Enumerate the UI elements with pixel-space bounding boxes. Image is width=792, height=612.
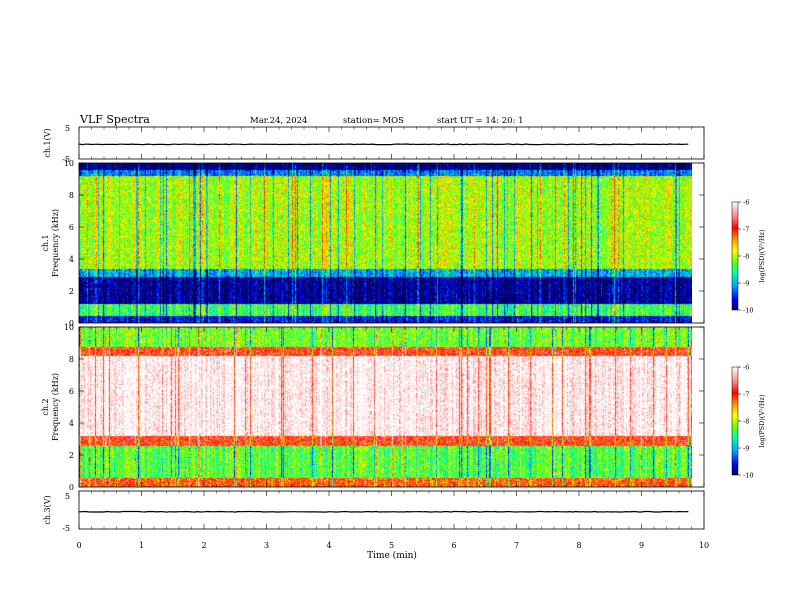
time-axis-label: Time (min) — [367, 550, 417, 561]
ch1-voltage-ylabel: ch.1(V) — [43, 128, 52, 157]
colorbar-tick-label: -7 — [743, 391, 749, 399]
ch1-colorbar-gradient — [731, 201, 739, 311]
frequency-tick-label: 2 — [69, 451, 74, 460]
frequency-tick-label: 8 — [69, 191, 74, 200]
ch3-voltage-panel: 5 -5 ch.3(V) — [43, 490, 705, 533]
figure-title: VLF Spectra — [79, 113, 150, 126]
ch1-spectrogram-ylabel-frequency: Frequency (kHz) — [51, 209, 60, 277]
colorbar-tick-label: -6 — [743, 364, 749, 372]
ch1-voltage-tick-bottom: -5 — [62, 155, 70, 164]
ch2-spectrogram-ticks: 0 2 4 6 8 10 — [64, 323, 704, 492]
ch2-colorbar-gradient — [731, 366, 739, 476]
frequency-tick-label: 4 — [69, 419, 74, 428]
colorbar-tick-label: -9 — [743, 445, 749, 453]
colorbar-tick-label: -9 — [743, 280, 749, 288]
time-tick-label: 10 — [699, 541, 709, 550]
colorbar-tick-label: -7 — [743, 226, 749, 234]
colorbar-tick-label: -8 — [743, 418, 749, 426]
time-tick-label: 8 — [576, 541, 581, 550]
start-time-label: start UT = 14: 20: 1 — [437, 116, 524, 126]
ch2-spectrogram-ylabel-frequency: Frequency (kHz) — [51, 373, 60, 441]
ch1-spectrogram-ticks: 0 2 4 6 8 10 — [64, 159, 704, 328]
frequency-tick-label: 0 — [69, 483, 74, 492]
ch2-spectrogram-ylabel-channel: ch.2 — [41, 398, 50, 415]
frequency-tick-label: 6 — [69, 223, 74, 232]
ch3-voltage-ylabel: ch.3(V) — [43, 495, 52, 524]
ch1-colorbar-ticks: -6 -7 -8 -9 -10 — [738, 199, 753, 315]
ch1-colorbar: -6 -7 -8 -9 -10 log(PSD)(V²/Hz) — [731, 199, 766, 315]
ch1-colorbar-label: log(PSD)(V²/Hz) — [758, 229, 766, 282]
ch2-colorbar: -6 -7 -8 -9 -10 log(PSD)(V²/Hz) — [731, 364, 766, 480]
ch3-voltage-trace — [78, 510, 689, 513]
spectrogram-raster — [79, 327, 692, 487]
ch1-spectrogram-ylabel-channel: ch.1 — [41, 234, 50, 251]
ch3-voltage-tick-top: 5 — [65, 492, 70, 501]
frequency-tick-label: 0 — [69, 319, 74, 328]
colorbar-tick-label: -6 — [743, 199, 749, 207]
frequency-tick-label: 4 — [69, 255, 74, 264]
time-tick-label: 3 — [264, 541, 269, 550]
frequency-tick-label: 8 — [69, 355, 74, 364]
ch2-colorbar-ticks: -6 -7 -8 -9 -10 — [738, 364, 753, 480]
time-tick-label: 2 — [201, 541, 206, 550]
time-tick-label: 0 — [76, 541, 81, 550]
date-label: Mar.24, 2024 — [250, 116, 307, 126]
ch1-spectrogram-panel: 0 2 4 6 8 10 ch.1 Frequency (kHz) — [41, 159, 705, 328]
ch1-voltage-panel: 5 -5 ch.1(V) — [43, 124, 705, 164]
time-tick-label: 7 — [514, 541, 519, 550]
colorbar-tick-label: -10 — [743, 307, 753, 315]
ch2-spectrogram-panel: 0 2 4 6 8 10 ch.2 Frequency (kHz) — [41, 323, 705, 492]
time-tick-label: 9 — [639, 541, 644, 550]
frequency-tick-label: 6 — [69, 387, 74, 396]
time-axis: 0 1 2 3 4 5 6 7 8 9 10 — [76, 127, 709, 550]
frequency-tick-label: 10 — [64, 323, 74, 332]
time-tick-label: 1 — [139, 541, 144, 550]
ch3-voltage-tick-bottom: -5 — [62, 524, 70, 533]
ch1-voltage-trace — [78, 143, 689, 146]
ch1-spectrogram-image — [79, 163, 704, 323]
station-label: station= MOS — [343, 116, 404, 126]
time-tick-label: 5 — [389, 541, 394, 550]
ch2-spectrogram-image — [79, 327, 704, 487]
frequency-tick-label: 10 — [64, 159, 74, 168]
ch2-colorbar-label: log(PSD)(V²/Hz) — [758, 394, 766, 447]
colorbar-tick-label: -8 — [743, 253, 749, 261]
time-tick-label: 6 — [451, 541, 456, 550]
spectrogram-raster — [79, 163, 692, 323]
colorbar-tick-label: -10 — [743, 472, 753, 480]
ch1-voltage-tick-top: 5 — [65, 124, 70, 133]
frequency-tick-label: 2 — [69, 287, 74, 296]
ch3-voltage-frame — [78, 490, 705, 530]
time-tick-label: 4 — [326, 541, 331, 550]
